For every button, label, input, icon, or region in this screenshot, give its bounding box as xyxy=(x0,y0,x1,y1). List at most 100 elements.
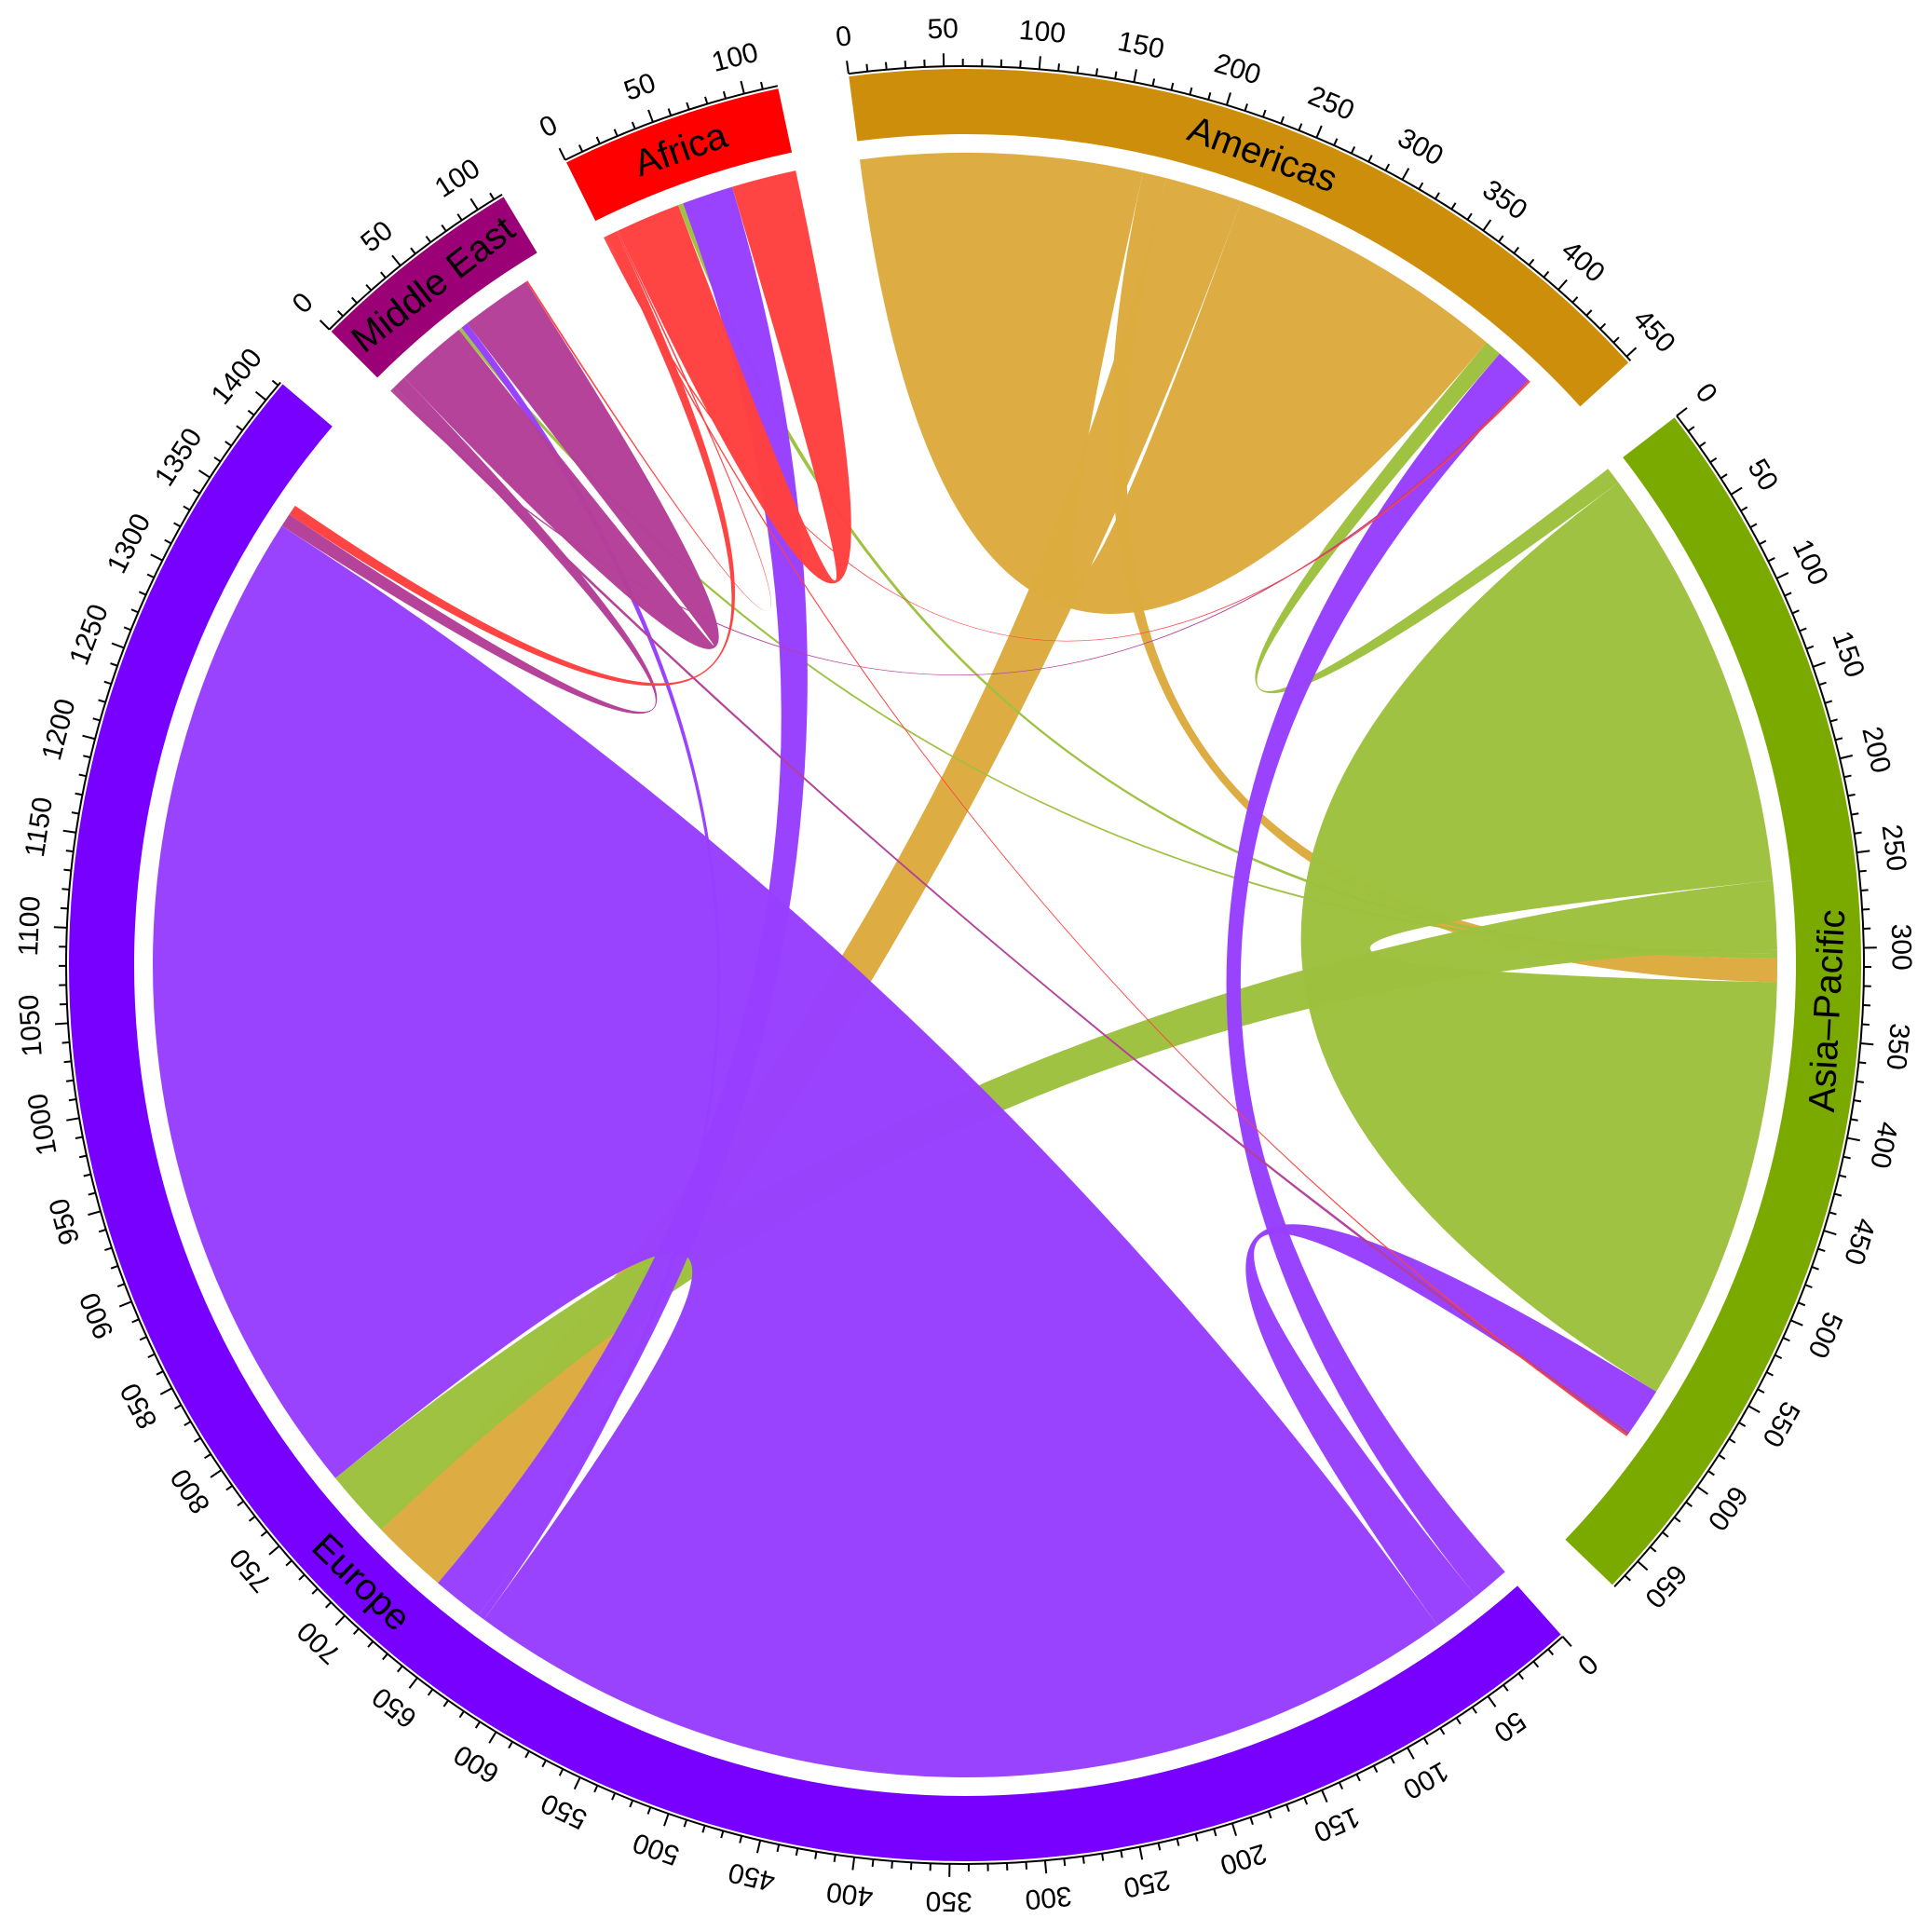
minor-tick-europe xyxy=(193,488,200,495)
minor-tick-europe xyxy=(1422,1737,1429,1746)
major-tick-europe xyxy=(66,1117,80,1122)
tick-label-asia-pacific: 550 xyxy=(1756,1396,1805,1452)
tick-label-americas: 300 xyxy=(1393,122,1448,171)
minor-tick-europe xyxy=(1025,1861,1028,1870)
major-tick-asia-pacific xyxy=(1696,1486,1708,1495)
minor-tick-europe xyxy=(458,1710,465,1719)
sector-band-europe xyxy=(68,384,1561,1862)
minor-tick-europe xyxy=(1157,1843,1162,1851)
axis-line-europe xyxy=(65,381,1564,1865)
minor-tick-europe xyxy=(78,1154,88,1159)
minor-tick-europe xyxy=(61,888,70,891)
minor-tick-europe xyxy=(442,1699,449,1708)
major-tick-europe xyxy=(268,1544,280,1556)
minor-tick-europe xyxy=(1372,1765,1379,1774)
minor-tick-americas xyxy=(1207,92,1212,101)
minor-tick-europe xyxy=(474,1721,481,1729)
minor-tick-europe xyxy=(541,1760,547,1768)
minor-tick-europe xyxy=(1063,1858,1067,1867)
major-tick-europe xyxy=(111,642,125,649)
major-tick-europe xyxy=(1043,1860,1048,1874)
minor-tick-asia-pacific xyxy=(1765,1371,1774,1377)
minor-tick-asia-pacific xyxy=(1649,1545,1657,1553)
minor-tick-europe xyxy=(236,425,243,431)
minor-tick-europe xyxy=(83,755,91,759)
minor-tick-asia-pacific xyxy=(1782,1337,1790,1342)
tick-label-asia-pacific: 350 xyxy=(1881,1022,1915,1071)
tick-label-americas: 100 xyxy=(1018,15,1067,49)
tick-label-asia-pacific: 650 xyxy=(1639,1558,1693,1613)
minor-tick-europe xyxy=(224,441,232,447)
minor-tick-europe xyxy=(1471,1707,1477,1714)
minor-tick-asia-pacific xyxy=(1767,557,1775,563)
major-tick-europe xyxy=(198,469,211,479)
minor-tick-asia-pacific xyxy=(1775,1354,1783,1360)
major-tick-americas xyxy=(846,61,850,75)
minor-tick-americas xyxy=(1350,146,1356,155)
minor-tick-europe xyxy=(65,1079,75,1082)
tick-label-americas: 350 xyxy=(1476,174,1532,226)
tick-label-europe: 550 xyxy=(537,1788,592,1835)
tick-label-asia-pacific: 200 xyxy=(1856,724,1897,776)
minor-tick-europe xyxy=(1120,1850,1123,1858)
minor-tick-asia-pacific xyxy=(1740,506,1748,512)
minor-tick-americas xyxy=(1585,309,1593,317)
axis-line-middle-east xyxy=(328,193,503,331)
minor-tick-africa xyxy=(667,108,673,116)
minor-tick-americas xyxy=(1466,212,1473,221)
minor-tick-europe xyxy=(184,1421,192,1426)
minor-tick-asia-pacific xyxy=(1799,627,1807,633)
chord-middle-east-to-middle-east xyxy=(403,281,719,649)
tick-label-europe: 0 xyxy=(1571,1648,1603,1681)
minor-tick-europe xyxy=(558,1768,564,1776)
minor-tick-europe xyxy=(83,1173,91,1177)
tick-label-europe: 50 xyxy=(1489,1705,1531,1748)
minor-tick-europe xyxy=(629,1800,634,1808)
minor-tick-middle-east xyxy=(380,271,387,279)
minor-tick-europe xyxy=(1303,1797,1309,1805)
major-tick-asia-pacific xyxy=(1839,755,1854,760)
minor-tick-middle-east xyxy=(365,283,373,292)
minor-tick-asia-pacific xyxy=(1843,774,1852,779)
minor-tick-americas xyxy=(1057,63,1060,72)
major-tick-europe xyxy=(159,1387,173,1395)
minor-tick-asia-pacific xyxy=(1853,1099,1862,1103)
tick-label-asia-pacific: 250 xyxy=(1876,823,1912,873)
minor-tick-europe xyxy=(110,1265,118,1270)
minor-tick-asia-pacific xyxy=(1784,592,1792,597)
minor-tick-americas xyxy=(1450,202,1457,211)
chord-middle-east-to-americas xyxy=(390,379,1530,676)
major-tick-americas xyxy=(1225,92,1231,106)
major-tick-asia-pacific xyxy=(1676,407,1688,417)
tick-label-europe: 300 xyxy=(1024,1880,1073,1914)
major-tick-asia-pacific xyxy=(1823,1230,1837,1236)
major-tick-africa xyxy=(740,80,745,94)
minor-tick-asia-pacific xyxy=(1662,1531,1669,1538)
minor-tick-asia-pacific xyxy=(1805,645,1815,650)
tick-label-europe: 800 xyxy=(165,1463,216,1519)
minor-tick-europe xyxy=(1338,1781,1344,1790)
minor-tick-europe xyxy=(225,1485,233,1491)
major-tick-europe xyxy=(118,1300,132,1308)
minor-tick-americas xyxy=(1151,78,1156,87)
minor-tick-europe xyxy=(1081,1856,1085,1864)
chord-asia-pacific-to-europe xyxy=(334,880,1777,1531)
tick-label-europe: 150 xyxy=(1309,1801,1364,1847)
minor-tick-middle-east xyxy=(441,224,447,232)
minor-tick-europe xyxy=(508,1741,513,1749)
minor-tick-africa xyxy=(631,121,636,129)
minor-tick-africa xyxy=(760,81,764,89)
minor-tick-americas xyxy=(1333,138,1339,146)
major-tick-europe xyxy=(210,1469,223,1478)
tick-label-asia-pacific: 600 xyxy=(1702,1480,1754,1536)
minor-tick-europe xyxy=(147,1353,156,1359)
tick-label-europe: 500 xyxy=(629,1827,683,1871)
minor-tick-asia-pacific xyxy=(1728,1437,1736,1444)
major-tick-europe xyxy=(88,1210,102,1217)
minor-tick-europe xyxy=(103,680,112,686)
minor-tick-asia-pacific xyxy=(1720,473,1728,480)
minor-tick-americas xyxy=(1612,336,1620,344)
minor-tick-europe xyxy=(524,1750,530,1759)
major-tick-europe xyxy=(334,1614,346,1626)
minor-tick-americas xyxy=(904,61,907,69)
